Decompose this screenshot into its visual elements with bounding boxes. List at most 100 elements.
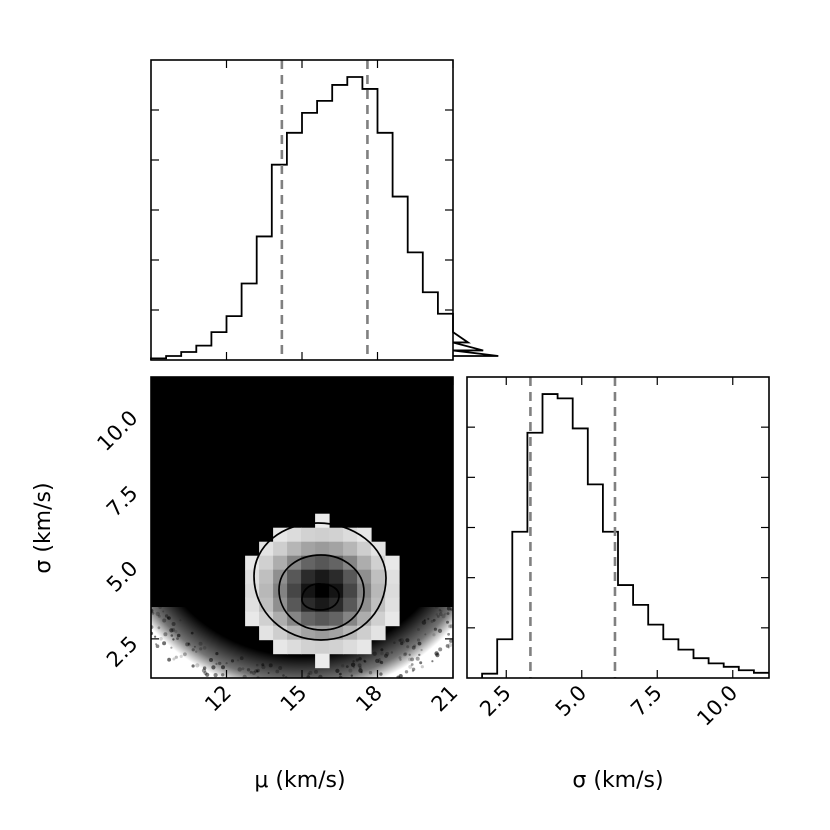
density-pixel	[329, 527, 344, 543]
density-pixel	[287, 527, 302, 543]
density-pixel	[329, 639, 344, 655]
sample-dot	[322, 684, 326, 688]
density-pixel	[301, 569, 316, 585]
joint-density-pixels	[245, 513, 400, 669]
density-pixel	[385, 611, 400, 627]
density-pixel	[371, 569, 386, 585]
sample-dot	[349, 684, 351, 686]
sigma-x-tick-labels: 2.5 5.0 7.5 10.0	[475, 681, 742, 731]
sample-dot	[419, 661, 423, 665]
contour-level-2	[253, 522, 387, 641]
sample-dot	[268, 690, 270, 692]
density-pixel	[329, 569, 344, 585]
sample-dot	[233, 681, 237, 685]
sample-dot	[319, 697, 322, 700]
sample-dot	[327, 691, 330, 694]
density-pixel	[301, 555, 316, 571]
density-pixel	[357, 527, 372, 543]
mu-histogram-xticks	[225, 60, 454, 360]
sample-dot	[408, 664, 413, 669]
density-pixel	[357, 541, 372, 557]
joint-y-tick-labels: 2.5 5.0 7.5 10.0	[92, 406, 142, 672]
sigma-histogram-yticks	[467, 426, 769, 629]
density-pixel	[259, 541, 274, 557]
density-pixel	[343, 569, 358, 585]
mu-histogram-yticks	[151, 109, 453, 311]
sample-dot	[244, 688, 248, 692]
sample-dot	[139, 607, 142, 610]
sample-dot	[404, 670, 409, 674]
density-pixel	[315, 555, 330, 571]
sample-dot	[268, 684, 272, 688]
sample-dot	[154, 635, 157, 638]
sample-dot	[321, 701, 325, 705]
sample-dot	[308, 683, 312, 687]
sample-dot	[459, 626, 461, 628]
joint-x-tick-labels: 12 15 18 21	[200, 681, 462, 717]
sample-dot	[126, 605, 128, 607]
sample-dot	[331, 687, 334, 690]
sample-dot	[162, 641, 167, 646]
sample-dot	[267, 701, 271, 705]
sample-dot	[242, 679, 244, 681]
sample-dot	[434, 651, 439, 656]
sample-dot	[278, 685, 281, 688]
sample-dot	[382, 681, 386, 685]
sample-dot	[239, 696, 242, 699]
joint-x-tick-label: 12	[200, 681, 236, 717]
joint-x-tick-label: 21	[427, 681, 463, 717]
mu-histogram-frame	[150, 59, 454, 361]
density-pixel	[371, 597, 386, 613]
density-pixel	[315, 611, 330, 627]
density-pixel	[315, 527, 330, 543]
sample-dot	[431, 660, 434, 663]
density-pixel	[301, 639, 316, 655]
sample-dot	[461, 629, 463, 631]
sample-dot	[325, 689, 328, 692]
sample-dot	[411, 669, 415, 673]
density-pixel	[329, 611, 344, 627]
sample-dot	[394, 682, 398, 686]
density-pixel	[343, 597, 358, 613]
density-pixel	[287, 569, 302, 585]
sample-dot	[117, 600, 121, 604]
sample-dot	[472, 612, 475, 615]
sample-dot	[458, 608, 461, 611]
density-pixel	[357, 639, 372, 655]
sample-dot	[172, 657, 176, 661]
density-pixel	[329, 541, 344, 557]
density-pixel	[343, 541, 358, 557]
density-pixel	[301, 527, 316, 543]
sigma-x-tick-label: 2.5	[475, 681, 516, 722]
density-pixel	[385, 583, 400, 599]
density-pixel	[385, 597, 400, 613]
density-pixel	[315, 583, 330, 599]
density-pixel	[357, 569, 372, 585]
density-pixel	[371, 541, 386, 557]
sigma-quantile-lines	[529, 377, 617, 678]
density-pixel	[371, 583, 386, 599]
density-pixel	[315, 541, 330, 557]
sample-dot	[141, 624, 143, 626]
sample-dot	[318, 681, 322, 685]
sample-dot	[155, 643, 158, 646]
sample-dot	[155, 644, 160, 648]
density-pixel	[245, 597, 260, 613]
sample-dot	[339, 700, 343, 704]
density-pixel	[385, 569, 400, 585]
sample-dot	[250, 683, 254, 687]
sample-dot	[458, 627, 460, 629]
sample-dot	[191, 664, 195, 668]
contour-level-3	[278, 554, 365, 631]
sample-dot	[269, 690, 272, 693]
sample-dot	[315, 703, 319, 707]
density-pixel	[315, 513, 330, 529]
sample-dot	[250, 686, 252, 688]
sample-dot	[325, 697, 328, 700]
joint-yticks	[151, 412, 453, 640]
joint-x-tick-label: 18	[351, 681, 387, 717]
sample-dot	[267, 696, 270, 699]
sigma-histogram-xticks	[505, 377, 734, 678]
sample-dot	[252, 686, 256, 690]
